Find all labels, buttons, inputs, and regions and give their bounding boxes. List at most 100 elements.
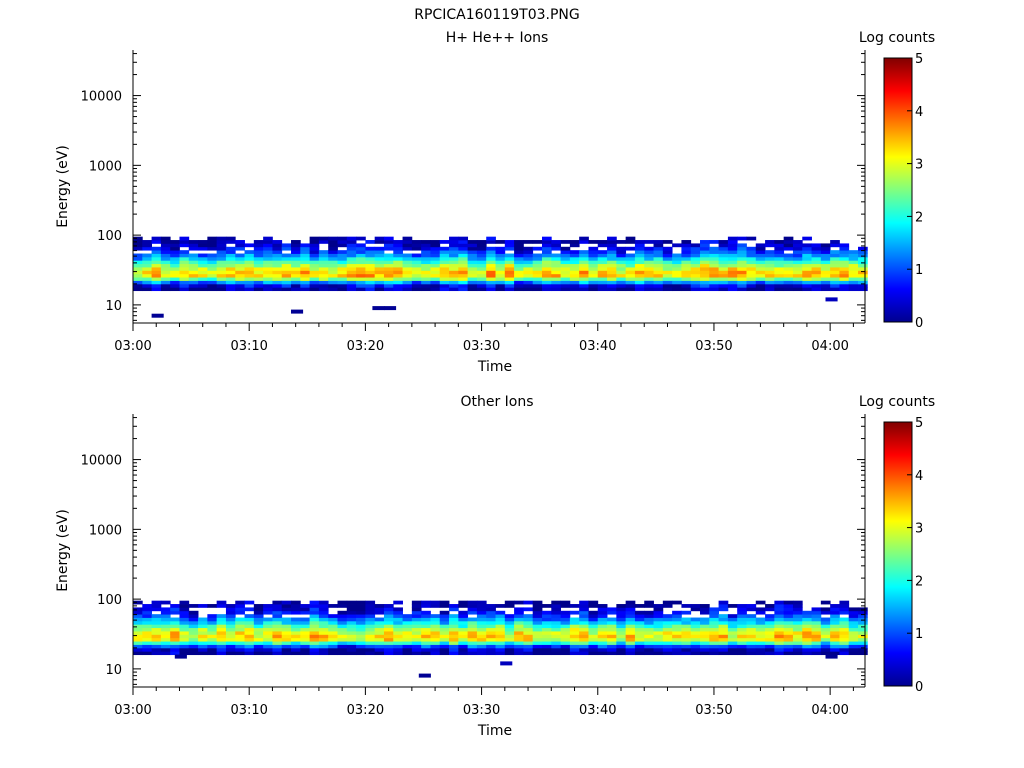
spectrogram-cell: [449, 607, 459, 612]
spectrogram-cell: [848, 277, 859, 281]
spectrogram-cell: [858, 614, 868, 618]
spectrogram-cell: [830, 263, 840, 268]
spectrogram-cell: [225, 260, 236, 265]
spectrogram-cell: [625, 267, 636, 271]
spectrogram-cell: [216, 267, 227, 271]
spectrogram-cell: [476, 240, 487, 244]
spectrogram-cell: [272, 260, 283, 265]
spectrogram-cell: [653, 260, 664, 265]
spectrogram-cell: [737, 607, 747, 612]
spectrogram-cell: [523, 624, 534, 629]
spectrogram-cell: [607, 280, 617, 285]
spectrogram-cell: [383, 256, 394, 261]
spectrogram-cell: [244, 614, 255, 618]
spectrogram-cell: [541, 647, 552, 652]
spectrogram-cell: [356, 287, 366, 292]
spectrogram-cell: [690, 273, 701, 278]
spectrogram-cell: [541, 273, 552, 278]
spectrogram-cell: [746, 620, 757, 625]
spectrogram-cell: [644, 263, 654, 268]
colorbar-tick-label: 2: [915, 210, 923, 225]
spectrogram-cell: [300, 641, 311, 645]
spectrogram-cell: [541, 243, 552, 248]
spectrogram-cell: [486, 270, 496, 275]
spectrogram-cell: [774, 607, 785, 612]
spectrogram-cell: [811, 607, 822, 612]
spectrogram-cell: [151, 647, 162, 652]
spectrogram-cell: [421, 250, 431, 254]
spectrogram-cell: [393, 277, 403, 281]
spectrogram-cell: [300, 287, 311, 292]
spectrogram-cell: [755, 243, 766, 248]
spectrogram-cell: [644, 267, 654, 271]
spectrogram-cell: [839, 250, 850, 254]
spectrogram-cell: [625, 604, 636, 608]
spectrogram-cell: [486, 277, 496, 281]
spectrogram-cell: [356, 280, 366, 285]
spectrogram-cell: [142, 604, 152, 608]
spectrogram-cell: [634, 644, 645, 649]
spectrogram-cell: [411, 246, 422, 251]
spectrogram-cell: [495, 637, 506, 642]
spectrogram-cell: [383, 270, 394, 275]
spectrogram-cell: [579, 617, 589, 622]
spectrogram-cell: [421, 644, 431, 649]
spectrogram-cell: [421, 624, 431, 629]
spectrogram-cell: [170, 627, 180, 632]
spectrogram-cell: [272, 273, 283, 278]
spectrogram-cell: [318, 610, 329, 615]
spectrogram-cell: [374, 624, 385, 629]
spectrogram-cell: [746, 273, 757, 278]
spectrogram-cell: [514, 250, 524, 254]
spectrogram-cell: [653, 651, 664, 656]
spectrogram-cell: [746, 263, 757, 268]
spectrogram-cell: [765, 641, 775, 645]
spectrogram-cell: [783, 243, 794, 248]
spectrogram-cell: [216, 253, 227, 258]
spectrogram-cell: [476, 604, 487, 608]
spectrogram-cell: [439, 637, 450, 642]
spectrogram-cell: [653, 273, 664, 278]
spectrogram-cell: [411, 263, 422, 268]
spectrogram-cell: [523, 267, 534, 271]
spectrogram-cell: [467, 620, 478, 625]
spectrogram-cell: [476, 651, 487, 656]
spectrogram-cell: [709, 610, 719, 615]
spectrogram-cell: [551, 647, 561, 652]
spectrogram-cell: [346, 644, 357, 649]
spectrogram-cell: [746, 287, 757, 292]
spectrogram-cell: [755, 283, 766, 288]
spectrogram-cell: [374, 250, 385, 254]
spectrogram-cell: [467, 277, 478, 281]
spectrogram-cell: [504, 263, 515, 268]
spectrogram-cell: [421, 620, 431, 625]
spectrogram-cell: [737, 270, 747, 275]
spectrogram-cell: [755, 287, 766, 292]
spectrogram-cell: [430, 246, 441, 251]
spectrogram-cell: [579, 240, 589, 244]
spectrogram-cell: [858, 287, 868, 292]
spectrogram-cell: [579, 283, 589, 288]
spectrogram-cell: [346, 634, 357, 639]
spectrogram-cell: [616, 614, 627, 618]
spectrogram-cell: [383, 260, 394, 265]
spectrogram-cell: [746, 644, 757, 649]
spectrogram-cell: [272, 631, 283, 635]
spectrogram-cell: [337, 647, 348, 652]
spectrogram-cell: [579, 273, 589, 278]
spectrogram-cell: [207, 287, 218, 292]
spectrogram-cell: [328, 637, 338, 642]
spectrogram-cell: [802, 250, 812, 254]
spectrogram-cell: [625, 631, 636, 635]
spectrogram-cell: [700, 651, 710, 656]
spectrogram-cell: [560, 260, 571, 265]
spectrogram-cell: [718, 627, 729, 632]
spectrogram-cell: [681, 256, 692, 261]
spectrogram-cell: [765, 250, 775, 254]
spectrogram-cell: [421, 246, 431, 251]
spectrogram-cell: [792, 267, 803, 271]
spectrogram-cell: [467, 637, 478, 642]
spectrogram-cell: [709, 631, 719, 635]
spectrogram-cell: [765, 607, 775, 612]
spectrogram-cell: [532, 607, 543, 612]
